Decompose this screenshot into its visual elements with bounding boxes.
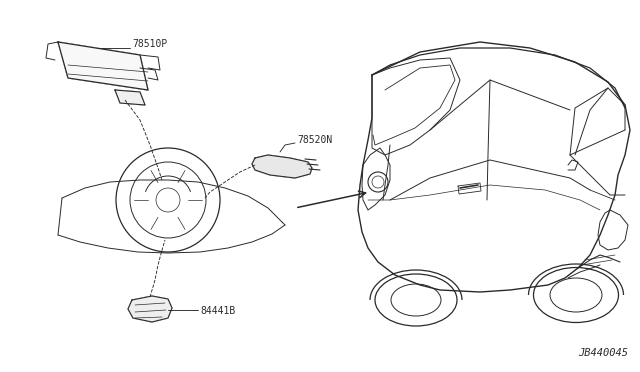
Text: JB440045: JB440045: [578, 348, 628, 358]
Text: 78510P: 78510P: [132, 39, 167, 49]
Text: 84441B: 84441B: [200, 306, 236, 316]
Polygon shape: [115, 90, 145, 105]
Polygon shape: [58, 42, 148, 90]
Polygon shape: [252, 155, 312, 178]
Text: 78520N: 78520N: [297, 135, 332, 145]
Polygon shape: [128, 296, 172, 322]
